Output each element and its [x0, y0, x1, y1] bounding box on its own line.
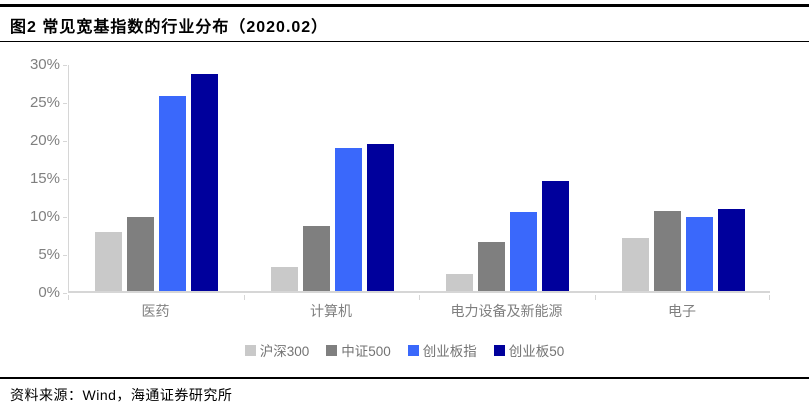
legend-item-创业板50: 创业板50	[493, 340, 565, 360]
plot-area	[68, 65, 770, 293]
legend-label: 沪深300	[259, 344, 310, 359]
y-axis-tick	[63, 141, 67, 142]
y-axis-label: 0%	[38, 284, 60, 301]
y-axis-tick	[63, 65, 67, 66]
bottom-divider	[0, 377, 809, 379]
bar-创业板50-计算机	[366, 143, 394, 291]
y-axis-tick	[63, 217, 67, 218]
bar-group	[596, 208, 771, 291]
y-axis-label: 20%	[29, 132, 60, 149]
x-axis-label: 计算机	[310, 303, 352, 319]
bar-创业板50-医药	[191, 73, 218, 291]
y-axis-label: 10%	[29, 208, 60, 225]
bar-创业板指-医药	[159, 95, 186, 291]
bar-group	[245, 143, 420, 291]
bar-中证500-电子	[653, 211, 681, 291]
legend-label: 中证500	[341, 344, 391, 359]
y-axis-tick	[63, 255, 67, 256]
bar-group	[420, 180, 595, 291]
bar-中证500-电力设备及新能源	[478, 241, 505, 291]
bar-创业板50-电力设备及新能源	[542, 180, 569, 291]
y-axis-tick	[63, 293, 67, 294]
x-axis-tick	[68, 295, 69, 300]
legend-swatch-icon	[407, 344, 419, 356]
x-axis-label: 医药	[141, 303, 170, 319]
x-axis-tick	[769, 295, 770, 300]
top-divider	[0, 4, 809, 7]
bar-中证500-医药	[127, 217, 154, 291]
bar-创业板50-电子	[717, 208, 745, 291]
chart-legend: 沪深300 中证500 创业板指 创业板50	[0, 340, 809, 360]
y-axis-tick	[63, 179, 67, 180]
legend-item-沪深300: 沪深300	[244, 340, 310, 360]
x-axis-tick	[419, 295, 420, 300]
bar-沪深300-医药	[95, 231, 122, 291]
source-note: 资料来源：Wind，海通证券研究所	[10, 387, 233, 403]
legend-swatch-icon	[244, 344, 256, 356]
bar-创业板指-电力设备及新能源	[510, 211, 537, 291]
bar-中证500-计算机	[302, 225, 330, 291]
legend-swatch-icon	[493, 344, 505, 356]
y-axis-label: 25%	[29, 94, 60, 111]
y-axis-label: 30%	[29, 56, 60, 73]
x-axis-label: 电子	[668, 303, 696, 319]
legend-swatch-icon	[326, 344, 338, 356]
y-axis-label: 5%	[38, 246, 60, 263]
bar-创业板指-计算机	[334, 148, 362, 291]
bar-沪深300-计算机	[270, 267, 298, 291]
figure-title: 图2 常见宽基指数的行业分布（2020.02）	[10, 19, 329, 36]
title-divider	[0, 41, 809, 42]
bar-沪深300-电子	[621, 237, 649, 291]
x-axis-tick	[594, 295, 596, 300]
legend-item-创业板指: 创业板指	[407, 340, 477, 360]
x-axis-tick	[243, 295, 245, 300]
bar-沪深300-电力设备及新能源	[446, 274, 473, 291]
legend-label: 创业板指	[422, 344, 477, 359]
y-axis-tick	[63, 103, 67, 104]
legend-label: 创业板50	[508, 344, 565, 359]
bar-group	[69, 73, 244, 291]
x-axis-label: 电力设备及新能源	[450, 303, 563, 319]
y-axis-label: 15%	[29, 170, 60, 187]
legend-item-中证500: 中证500	[326, 340, 391, 360]
bar-创业板指-电子	[685, 216, 713, 291]
